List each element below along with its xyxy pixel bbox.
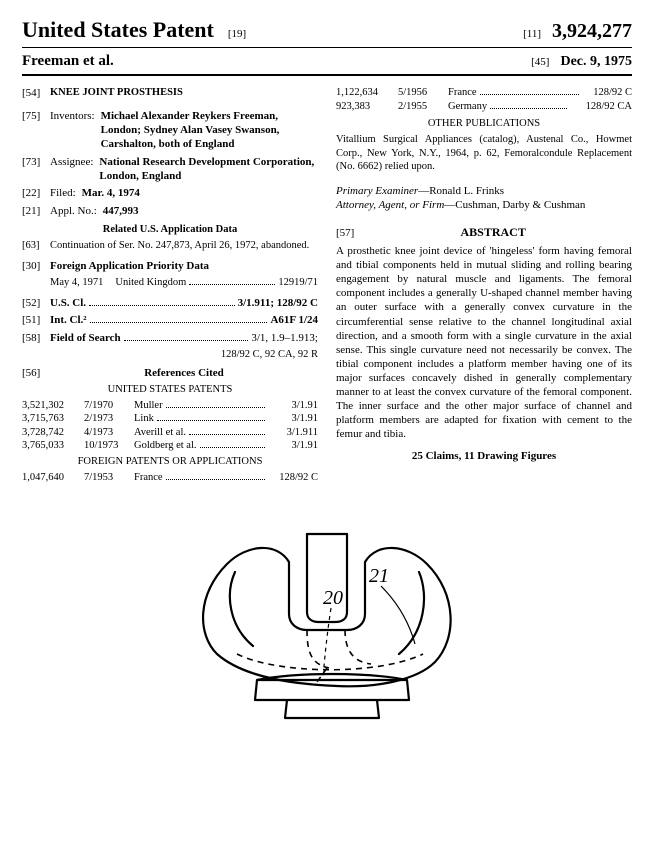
label-intcl: Int. Cl.² (50, 313, 87, 327)
code-11: [11] (523, 28, 541, 40)
foreign-heading: FOREIGN PATENTS OR APPLICATIONS (22, 455, 318, 469)
label-uscl: U.S. Cl. (50, 296, 86, 310)
refs-heading: References Cited (50, 366, 318, 380)
other-pubs-heading: OTHER PUBLICATIONS (336, 117, 632, 131)
us-patents-heading: UNITED STATES PATENTS (22, 383, 318, 397)
ref-name: France (134, 471, 163, 485)
other-pubs-text: Vitallium Surgical Appliances (catalog),… (336, 133, 632, 174)
ref-date: 2/1973 (84, 412, 134, 426)
ref-class: 128/92 CA (570, 100, 632, 114)
code-22: [22] (22, 186, 50, 200)
ref-date: 5/1956 (398, 86, 448, 100)
applicant-name: Freeman et al. (22, 52, 114, 72)
fig-label-20: 20 (323, 587, 343, 609)
biblio-columns: [54] KNEE JOINT PROSTHESIS [75] Inventor… (22, 86, 632, 484)
ref-class: 3/1.91 (268, 412, 318, 426)
kind-code-19: [19] (228, 27, 246, 41)
code-73: [73] (22, 155, 50, 184)
examiner-label: Primary Examiner (336, 185, 418, 197)
ref-name: Goldberg et al. (134, 439, 197, 453)
issue-date: Dec. 9, 1975 (560, 54, 632, 69)
code-58: [58] (22, 331, 50, 345)
continuation-text: Continuation of Ser. No. 247,873, April … (50, 239, 318, 253)
doc-main-title: United States Patent (22, 16, 214, 45)
priority-number: 12919/71 (278, 276, 318, 290)
claims-figures-line: 25 Claims, 11 Drawing Figures (336, 449, 632, 463)
examiner-name: —Ronald L. Frinks (418, 185, 504, 197)
code-54: [54] (22, 86, 50, 106)
ref-date: 2/1955 (398, 100, 448, 114)
assignee-value: National Research Development Corporatio… (99, 155, 318, 184)
uscl-value: 3/1.911; 128/92 C (238, 296, 318, 310)
code-56: [56] (22, 366, 50, 380)
ref-date: 7/1953 (84, 471, 134, 485)
patent-figure: 20 21 (22, 504, 632, 738)
abstract-heading: ABSTRACT (354, 225, 632, 241)
us-patents-list: 3,521,3027/1970Muller 3/1.91 3,715,7632/1… (22, 399, 318, 454)
code-21: [21] (22, 204, 50, 218)
label-assignee: Assignee: (50, 155, 99, 184)
ref-num: 3,765,033 (22, 439, 84, 453)
fig-label-21: 21 (369, 565, 389, 587)
ref-class: 3/1.91 (268, 399, 318, 413)
ref-num: 923,383 (336, 100, 398, 114)
ref-name: Germany (448, 100, 487, 114)
related-heading: Related U.S. Application Data (22, 223, 318, 237)
ref-class: 3/1.91 (268, 439, 318, 453)
priority-date: May 4, 1971 (50, 276, 103, 290)
ref-date: 10/1973 (84, 439, 134, 453)
field-search-b: 128/92 C, 92 CA, 92 R (22, 348, 318, 362)
ref-num: 1,122,634 (336, 86, 398, 100)
ref-num: 3,715,763 (22, 412, 84, 426)
foreign-priority-heading: Foreign Application Priority Data (50, 259, 209, 273)
ref-name: Link (134, 412, 154, 426)
prosthesis-drawing: 20 21 (157, 504, 497, 734)
label-applno: Appl. No.: (50, 204, 103, 218)
priority-country: United Kingdom (115, 276, 186, 290)
ref-class: 128/92 C (268, 471, 318, 485)
ref-name: Muller (134, 399, 163, 413)
ref-num: 3,728,742 (22, 426, 84, 440)
attorney-label: Attorney, Agent, or Firm (336, 199, 444, 211)
right-column: 1,122,6345/1956France 128/92 C 923,3832/1… (336, 86, 632, 484)
code-52: [52] (22, 296, 50, 310)
field-search-a: 3/1, 1.9–1.913; (251, 331, 318, 345)
code-75: [75] (22, 109, 50, 152)
label-filed: Filed: (50, 186, 82, 200)
attorney-name: —Cushman, Darby & Cushman (444, 199, 585, 211)
ref-class: 128/92 C (582, 86, 632, 100)
code-30: [30] (22, 259, 50, 273)
abstract-text: A prosthetic knee joint device of 'hinge… (336, 244, 632, 441)
filed-date: Mar. 4, 1974 (82, 186, 318, 200)
ref-class: 3/1.911 (268, 426, 318, 440)
patent-number: 3,924,277 (552, 20, 632, 42)
ref-date: 4/1973 (84, 426, 134, 440)
ref-date: 7/1970 (84, 399, 134, 413)
code-45: [45] (531, 56, 549, 68)
code-57: [57] (336, 226, 354, 240)
code-63: [63] (22, 239, 50, 253)
ref-name: France (448, 86, 477, 100)
appl-no: 447,993 (103, 204, 318, 218)
code-51: [51] (22, 313, 50, 327)
ref-name: Averill et al. (134, 426, 186, 440)
inventors-value: Michael Alexander Reykers Freeman, Londo… (101, 109, 318, 152)
left-column: [54] KNEE JOINT PROSTHESIS [75] Inventor… (22, 86, 318, 484)
patent-header: United States Patent [19] [11] 3,924,277… (22, 16, 632, 76)
intcl-value: A61F 1/24 (270, 313, 318, 327)
invention-title: KNEE JOINT PROSTHESIS (50, 86, 183, 100)
ref-num: 3,521,302 (22, 399, 84, 413)
ref-num: 1,047,640 (22, 471, 84, 485)
label-field-search: Field of Search (50, 331, 121, 345)
label-inventors: Inventors: (50, 109, 101, 152)
